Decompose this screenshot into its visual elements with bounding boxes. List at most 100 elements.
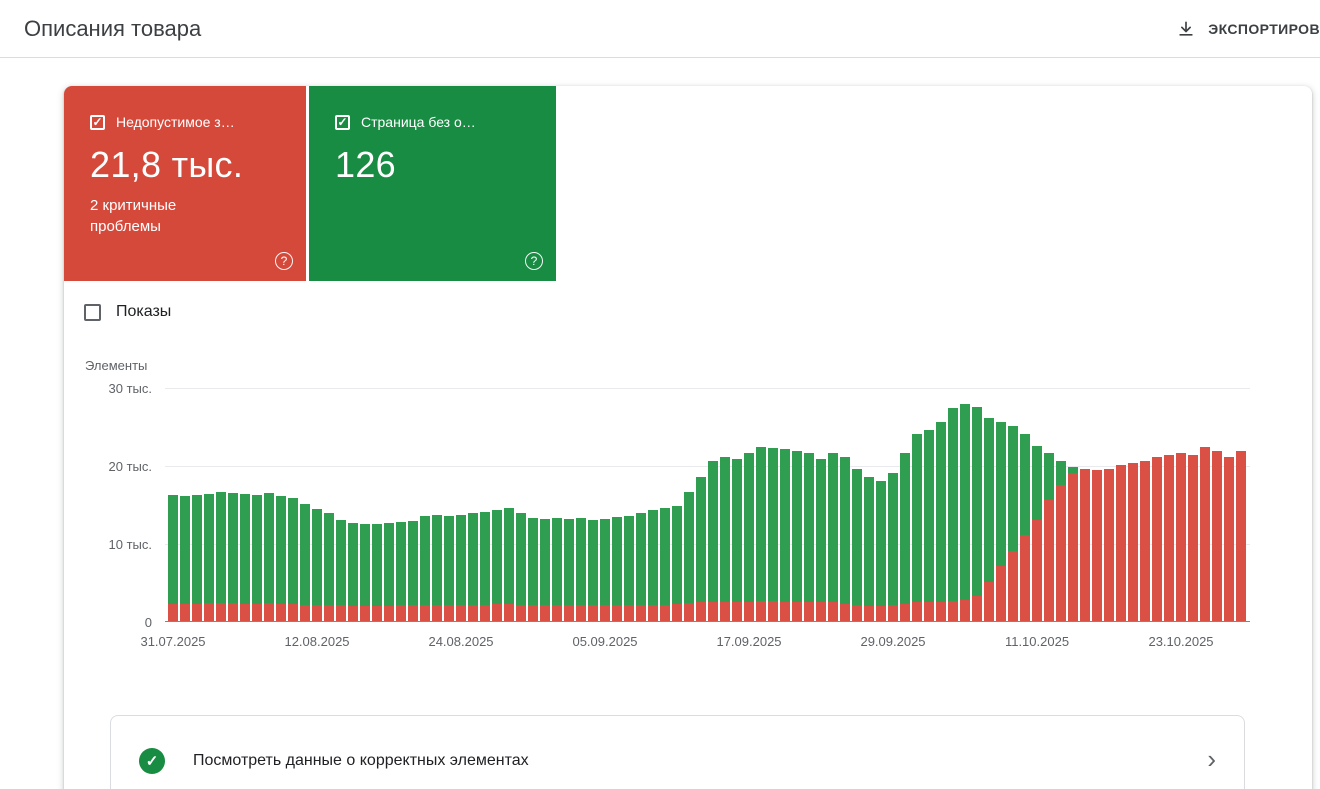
chart-bar[interactable] [612, 517, 622, 621]
valid-items-link[interactable]: ✓ Посмотреть данные о корректных элемент… [110, 715, 1245, 789]
invalid-tile-checkbox[interactable]: ✓ [90, 114, 105, 130]
chart-bar[interactable] [624, 515, 634, 621]
chart-bar[interactable] [684, 492, 694, 621]
chart-bar[interactable] [408, 521, 418, 621]
chart-bar[interactable] [864, 476, 874, 621]
chart-bar[interactable] [252, 494, 262, 621]
chart-bar[interactable] [1080, 468, 1090, 621]
chart-bar[interactable] [1104, 468, 1114, 621]
impressions-toggle[interactable]: Показы [84, 303, 171, 321]
chart-bar[interactable] [1044, 453, 1054, 621]
chart-bar[interactable] [312, 509, 322, 621]
chart-bar[interactable] [792, 450, 802, 621]
valid-tile-checkbox[interactable]: ✓ [335, 114, 350, 130]
chart-bar[interactable] [360, 524, 370, 621]
chart-bar[interactable] [1176, 453, 1186, 621]
help-icon[interactable]: ? [525, 252, 543, 270]
chart-bar[interactable] [432, 514, 442, 621]
chart-bar[interactable] [744, 453, 754, 621]
chart-bar[interactable] [648, 510, 658, 621]
chart-bar[interactable] [888, 472, 898, 621]
chart-bar[interactable] [444, 515, 454, 621]
chart-bar[interactable] [552, 518, 562, 621]
chart-bar[interactable] [1068, 466, 1078, 621]
chart-bar[interactable] [480, 511, 490, 621]
chart-bar[interactable] [828, 453, 838, 621]
chart-bar[interactable] [324, 513, 334, 621]
chart-bar[interactable] [816, 458, 826, 621]
valid-items-tile[interactable]: ✓ Страница без о… 126 ? [309, 86, 556, 281]
chart-bar[interactable] [660, 507, 670, 621]
chart-bar[interactable] [1032, 445, 1042, 621]
chart-bar[interactable] [936, 422, 946, 621]
chart-bar[interactable] [1236, 450, 1246, 621]
chart-bar[interactable] [1056, 461, 1066, 621]
chart-bar[interactable] [804, 453, 814, 621]
chart-bar[interactable] [180, 496, 190, 621]
chart-bar[interactable] [504, 507, 514, 621]
export-button[interactable]: ЭКСПОРТИРОВ [1168, 11, 1320, 47]
chart-bar[interactable] [468, 513, 478, 621]
chart-bar[interactable] [756, 447, 766, 621]
chart-bar[interactable] [780, 449, 790, 621]
chart-bar[interactable] [1092, 470, 1102, 621]
chart-bar[interactable] [768, 447, 778, 621]
chart-bar[interactable] [960, 404, 970, 621]
chart-bar[interactable] [1008, 426, 1018, 621]
chart-bar[interactable] [528, 518, 538, 621]
chart-bar[interactable] [168, 494, 178, 621]
invalid-items-tile[interactable]: ✓ Недопустимое з… 21,8 тыс. 2 критичные … [64, 86, 306, 281]
chart-bar[interactable] [192, 495, 202, 621]
chart-bar[interactable] [636, 513, 646, 621]
chart-bar[interactable] [204, 493, 214, 621]
chart-bar[interactable] [576, 518, 586, 621]
chart-bar[interactable] [852, 468, 862, 621]
chart-bar[interactable] [1140, 461, 1150, 621]
chart-bar[interactable] [1128, 462, 1138, 621]
chart-bar[interactable] [216, 492, 226, 621]
help-icon[interactable]: ? [275, 252, 293, 270]
chart-bar[interactable] [840, 457, 850, 621]
chart-bar[interactable] [336, 519, 346, 621]
chart-bar[interactable] [912, 433, 922, 621]
chart-bar[interactable] [972, 406, 982, 621]
chart-bar[interactable] [708, 461, 718, 621]
chart-bar[interactable] [348, 522, 358, 621]
chart-bar[interactable] [264, 493, 274, 621]
chart-bar[interactable] [984, 418, 994, 621]
chart-bar[interactable] [300, 504, 310, 621]
chart-bar[interactable] [1116, 465, 1126, 621]
chart-bar[interactable] [588, 519, 598, 621]
chart-bar[interactable] [600, 518, 610, 621]
chart-bar[interactable] [420, 515, 430, 621]
chart-bar[interactable] [996, 422, 1006, 621]
chart-bar[interactable] [564, 518, 574, 621]
chart-bar[interactable] [384, 522, 394, 621]
chart-bar[interactable] [924, 429, 934, 621]
chart-bar[interactable] [732, 458, 742, 621]
chart-bar[interactable] [516, 513, 526, 621]
chart-bar[interactable] [696, 476, 706, 621]
chart-bar[interactable] [396, 521, 406, 621]
chart-bar[interactable] [1152, 457, 1162, 621]
chart-bar[interactable] [720, 457, 730, 621]
chart-bar[interactable] [276, 496, 286, 621]
chart-bar[interactable] [1020, 433, 1030, 621]
chart-bar[interactable] [492, 510, 502, 621]
chart-bar[interactable] [1224, 457, 1234, 621]
chart-bar[interactable] [1164, 454, 1174, 621]
chart-bar[interactable] [1200, 447, 1210, 621]
chart-bar[interactable] [240, 493, 250, 621]
chart-bar[interactable] [1212, 450, 1222, 621]
chart-bar[interactable] [900, 453, 910, 621]
chart-bar[interactable] [372, 523, 382, 621]
chart-bar[interactable] [228, 493, 238, 621]
chart-bar[interactable] [540, 518, 550, 621]
chart-bar[interactable] [672, 505, 682, 621]
chart-bar[interactable] [876, 480, 886, 621]
chart-bar[interactable] [1188, 454, 1198, 621]
chart-bar[interactable] [288, 497, 298, 621]
chart-bar[interactable] [456, 514, 466, 621]
chart-bar[interactable] [948, 408, 958, 621]
impressions-checkbox[interactable] [84, 303, 101, 321]
